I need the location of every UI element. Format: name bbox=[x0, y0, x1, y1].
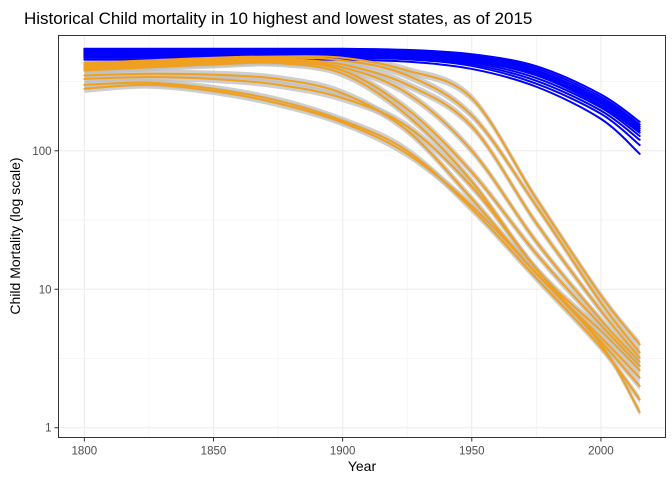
series-line-highest-2 bbox=[83, 56, 641, 147]
x-tick-label: 1800 bbox=[72, 446, 98, 458]
x-tick-label: 1850 bbox=[201, 446, 227, 458]
y-tick-label: 100 bbox=[32, 146, 51, 158]
x-axis: 1800 1850 1900 1950 2000 bbox=[72, 437, 614, 458]
series-line-lowest-12 bbox=[83, 81, 641, 401]
series-line-highest-6 bbox=[83, 51, 641, 132]
panel-border bbox=[58, 35, 666, 438]
series-line-lowest-17 bbox=[83, 59, 641, 363]
x-tick-label: 1900 bbox=[330, 446, 356, 458]
series-line-lowest-14 bbox=[83, 72, 641, 379]
y-axis: 1 10 100 bbox=[32, 146, 59, 435]
series-line-lowest-15 bbox=[83, 61, 641, 372]
y-tick-label: 1 bbox=[45, 423, 51, 435]
series-line-highest-5 bbox=[83, 52, 641, 134]
y-axis-title: Child Mortality (log scale) bbox=[7, 157, 23, 314]
series-lines bbox=[83, 47, 641, 413]
x-axis-title: Year bbox=[348, 458, 377, 474]
y-tick-label: 10 bbox=[39, 284, 52, 296]
ribbons bbox=[84, 52, 640, 416]
x-tick-label: 1950 bbox=[459, 446, 485, 458]
x-tick-label: 2000 bbox=[588, 446, 614, 458]
ribbon-lowest-18 bbox=[84, 54, 640, 362]
series-line-lowest-16 bbox=[83, 60, 641, 367]
series-line-lowest-18 bbox=[83, 57, 641, 359]
series-line-lowest-20 bbox=[83, 55, 641, 346]
series-line-highest-4 bbox=[83, 54, 641, 137]
ribbon-lowest-20 bbox=[84, 52, 640, 349]
series-line-lowest-19 bbox=[83, 56, 641, 354]
chart-title: Historical Child mortality in 10 highest… bbox=[24, 9, 532, 28]
series-line-highest-10 bbox=[83, 47, 641, 123]
series-line-highest-3 bbox=[83, 55, 641, 141]
